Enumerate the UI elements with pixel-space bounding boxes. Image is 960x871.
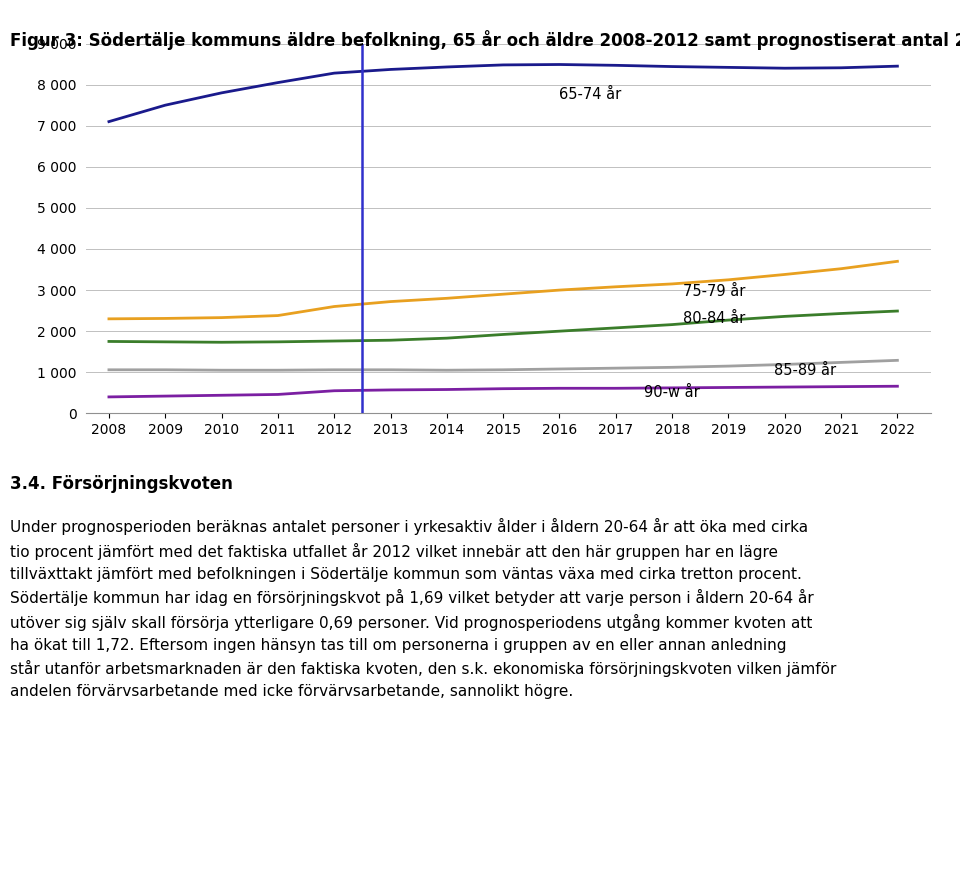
Text: 85-89 år: 85-89 år: [774, 362, 835, 378]
Text: Figur 3: Södertälje kommuns äldre befolkning, 65 år och äldre 2008-2012 samt pro: Figur 3: Södertälje kommuns äldre befolk…: [10, 30, 960, 51]
Text: 80-84 år: 80-84 år: [684, 311, 746, 326]
Text: 90-w år: 90-w år: [644, 385, 700, 400]
Text: Under prognosperioden beräknas antalet personer i yrkesaktiv ålder i åldern 20-6: Under prognosperioden beräknas antalet p…: [10, 518, 836, 699]
Text: 65-74 år: 65-74 år: [560, 87, 622, 103]
Text: 75-79 år: 75-79 år: [684, 284, 746, 299]
Text: 3.4. Försörjningskvoten: 3.4. Försörjningskvoten: [10, 475, 232, 493]
